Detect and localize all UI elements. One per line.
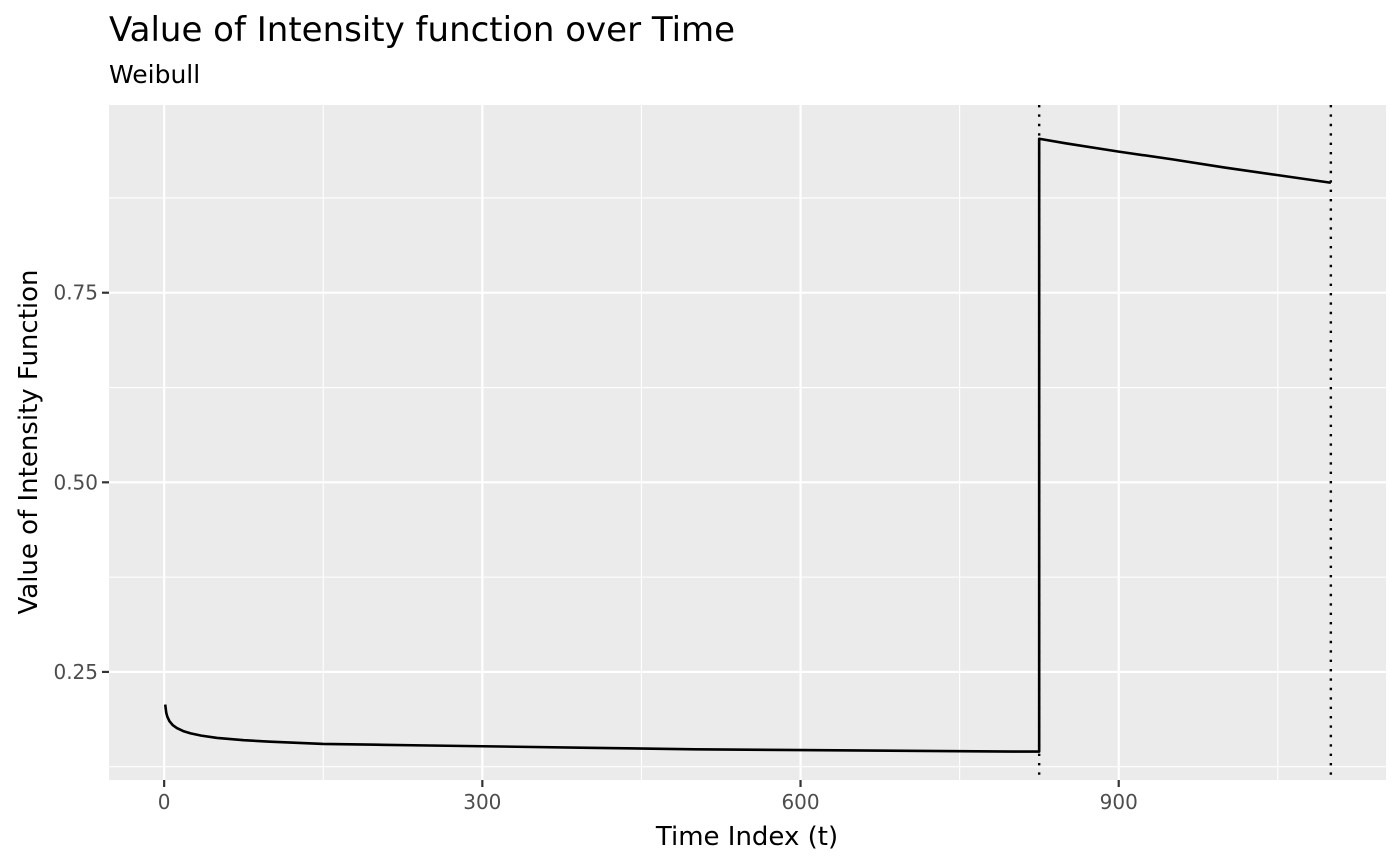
x-tick-label: 0 xyxy=(158,790,171,814)
series-group xyxy=(163,137,1332,753)
plot-panel xyxy=(109,105,1386,780)
chart-title: Value of Intensity function over Time xyxy=(109,10,735,50)
axes-group: 0 300 600 900 0.25 0.50 0.75 xyxy=(53,281,1137,814)
intensity-line xyxy=(163,137,1332,753)
x-axis-title: Time Index (t) xyxy=(655,822,838,852)
chart-subtitle: Weibull xyxy=(109,60,200,89)
major-gridlines xyxy=(109,105,1386,780)
x-tick-label: 900 xyxy=(1100,790,1138,814)
y-tick-label: 0.25 xyxy=(53,660,98,684)
y-axis-title: Value of Intensity Function xyxy=(14,269,44,614)
y-tick-label: 0.75 xyxy=(53,281,98,305)
minor-gridlines xyxy=(109,105,1386,780)
x-tick-label: 600 xyxy=(781,790,819,814)
y-tick-label: 0.50 xyxy=(53,470,98,494)
x-tick-label: 300 xyxy=(463,790,501,814)
